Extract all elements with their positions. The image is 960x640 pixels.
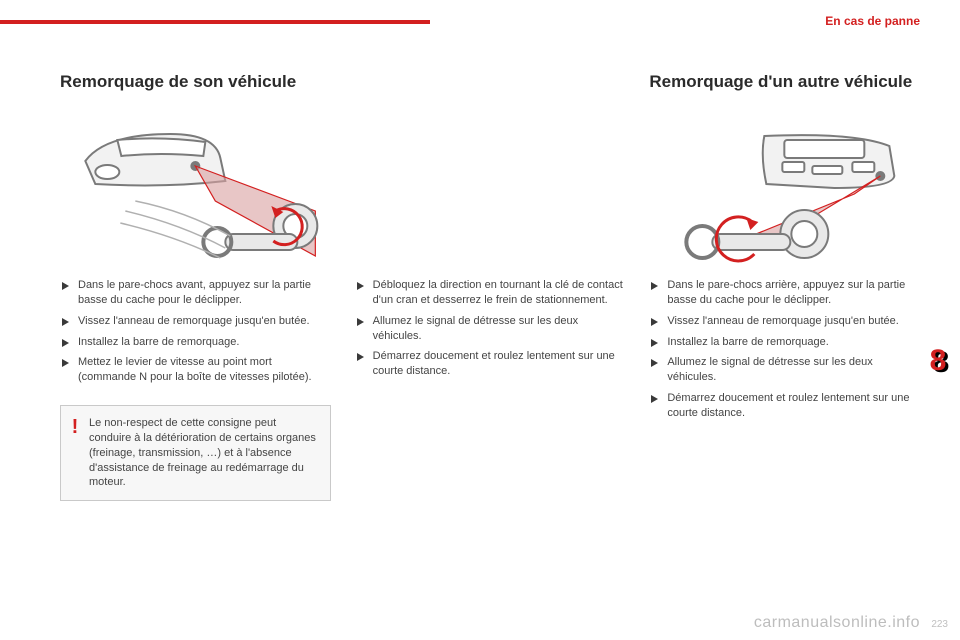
header-accent-bar <box>0 20 430 24</box>
bullet-item: Dans le pare-chocs avant, appuyez sur la… <box>60 278 331 308</box>
col-right: Remorquage d'un autre véhicule <box>649 72 920 620</box>
bullet-item: Vissez l'anneau de remorquage jusqu'en b… <box>649 314 920 329</box>
bullet-item: Mettez le levier de vitesse au point mor… <box>60 355 331 385</box>
bullet-item: Débloquez la direction en tournant la cl… <box>355 278 626 308</box>
col-left-bullets: Dans le pare-chocs avant, appuyez sur la… <box>60 278 331 391</box>
col-mid-illus-spacer <box>355 126 626 266</box>
chapter-badge: 8 8 <box>916 340 960 384</box>
bullet-item: Démarrez doucement et roulez lentement s… <box>649 391 920 421</box>
bullet-item: Installez la barre de remorquage. <box>60 335 331 350</box>
col-left-title: Remorquage de son véhicule <box>60 72 331 114</box>
warning-text: Le non-respect de cette consigne peut co… <box>89 406 330 500</box>
illustration-front-tow <box>60 126 331 266</box>
warning-icon: ! <box>61 406 89 441</box>
illustration-rear-tow <box>649 126 920 266</box>
warning-box: ! Le non-respect de cette consigne peut … <box>60 405 331 501</box>
page-content: Remorquage de son véhicule <box>60 72 920 620</box>
bullet-item: Dans le pare-chocs arrière, appuyez sur … <box>649 278 920 308</box>
bullet-item: Installez la barre de remorquage. <box>649 335 920 350</box>
col-mid-bullets: Débloquez la direction en tournant la cl… <box>355 278 626 385</box>
col-right-title: Remorquage d'un autre véhicule <box>649 72 920 114</box>
header-category: En cas de panne <box>825 14 920 28</box>
watermark: carmanualsonline.info <box>754 614 920 632</box>
bullet-item: Allumez le signal de détresse sur les de… <box>649 355 920 385</box>
col-left: Remorquage de son véhicule <box>60 72 331 620</box>
svg-text:8: 8 <box>930 344 947 377</box>
bullet-item: Vissez l'anneau de remorquage jusqu'en b… <box>60 314 331 329</box>
page-number: 223 <box>931 619 948 630</box>
col-right-bullets: Dans le pare-chocs arrière, appuyez sur … <box>649 278 920 427</box>
bullet-item: Démarrez doucement et roulez lentement s… <box>355 349 626 379</box>
col-mid-title-spacer <box>355 72 626 114</box>
bullet-item: Allumez le signal de détresse sur les de… <box>355 314 626 344</box>
col-mid: Débloquez la direction en tournant la cl… <box>355 72 626 620</box>
